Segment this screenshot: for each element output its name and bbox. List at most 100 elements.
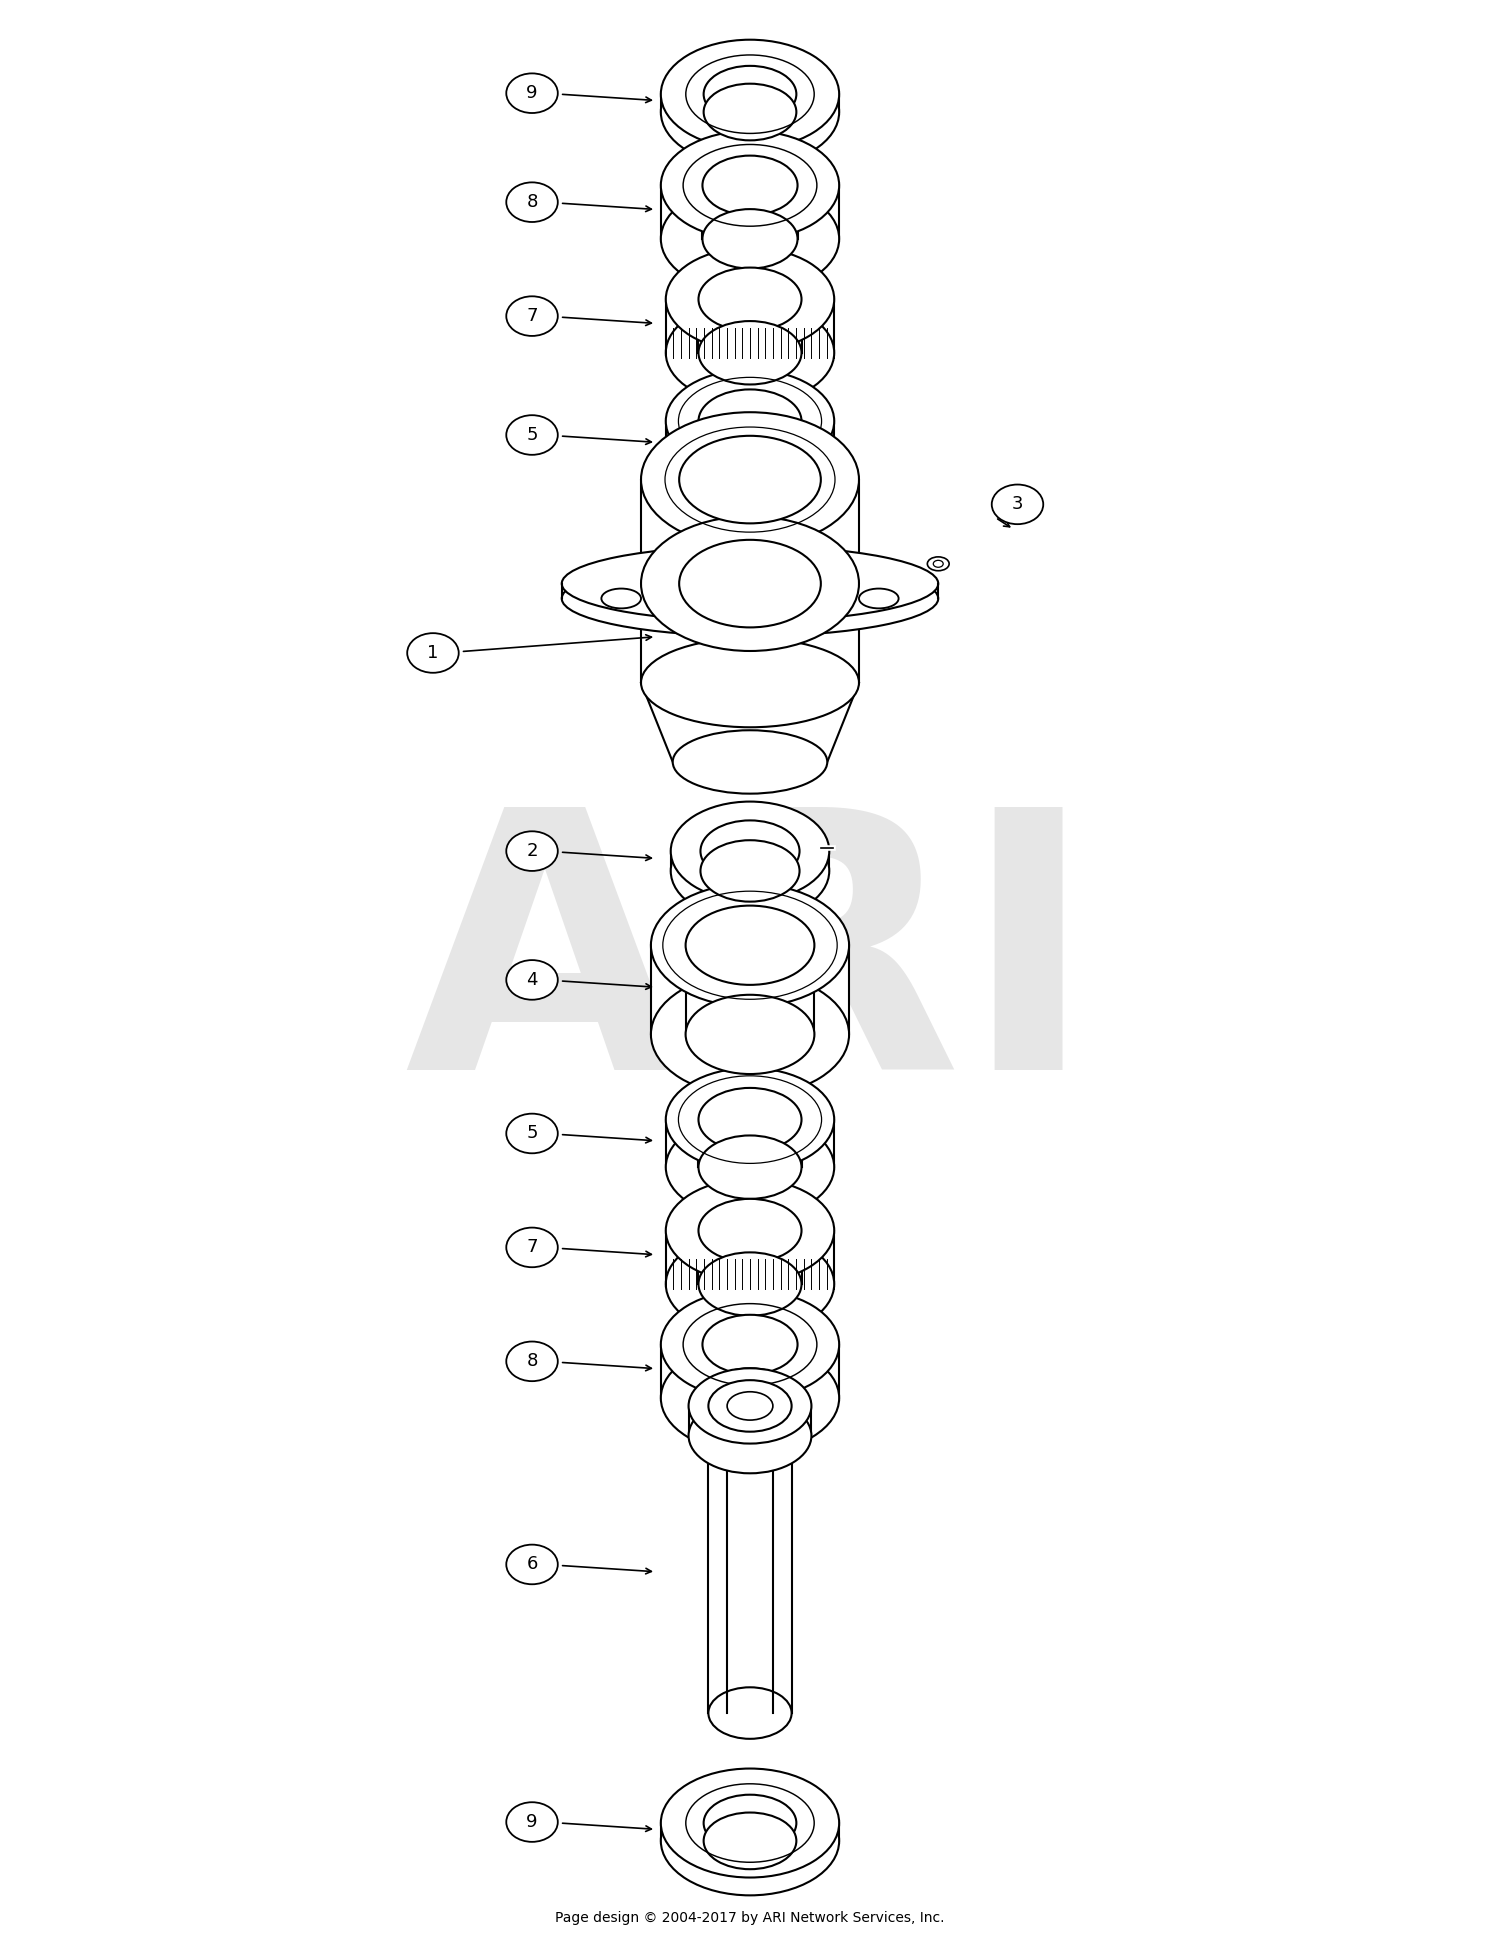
Ellipse shape bbox=[666, 1116, 834, 1219]
Text: 8: 8 bbox=[526, 194, 537, 212]
Ellipse shape bbox=[662, 1786, 839, 1894]
Ellipse shape bbox=[666, 248, 834, 351]
Polygon shape bbox=[708, 1436, 792, 1714]
Ellipse shape bbox=[666, 417, 834, 520]
Polygon shape bbox=[662, 1345, 839, 1398]
Ellipse shape bbox=[507, 961, 558, 1000]
Ellipse shape bbox=[699, 1252, 801, 1316]
Polygon shape bbox=[728, 1405, 772, 1714]
Text: 4: 4 bbox=[526, 970, 538, 988]
Ellipse shape bbox=[662, 39, 839, 149]
Ellipse shape bbox=[507, 1545, 558, 1584]
Ellipse shape bbox=[666, 301, 834, 404]
Polygon shape bbox=[666, 1120, 834, 1167]
Polygon shape bbox=[666, 299, 834, 353]
Text: 9: 9 bbox=[526, 1813, 538, 1830]
Ellipse shape bbox=[704, 1795, 797, 1852]
Ellipse shape bbox=[700, 821, 800, 881]
Ellipse shape bbox=[507, 831, 558, 872]
Ellipse shape bbox=[992, 485, 1044, 524]
Polygon shape bbox=[651, 945, 849, 1035]
Ellipse shape bbox=[700, 840, 800, 903]
Polygon shape bbox=[704, 95, 797, 113]
Ellipse shape bbox=[662, 130, 839, 241]
Ellipse shape bbox=[666, 1068, 834, 1170]
Ellipse shape bbox=[680, 540, 820, 627]
Ellipse shape bbox=[640, 516, 860, 650]
Polygon shape bbox=[702, 184, 798, 239]
Ellipse shape bbox=[562, 545, 938, 621]
Ellipse shape bbox=[670, 802, 830, 901]
Polygon shape bbox=[662, 184, 839, 239]
Ellipse shape bbox=[699, 268, 801, 332]
Ellipse shape bbox=[704, 1813, 797, 1869]
Text: 3: 3 bbox=[1011, 495, 1023, 512]
Ellipse shape bbox=[640, 411, 860, 547]
Ellipse shape bbox=[702, 1368, 798, 1429]
Ellipse shape bbox=[670, 821, 830, 920]
Ellipse shape bbox=[507, 182, 558, 221]
Ellipse shape bbox=[507, 1341, 558, 1382]
Ellipse shape bbox=[507, 74, 558, 113]
Ellipse shape bbox=[859, 588, 898, 608]
Ellipse shape bbox=[704, 83, 797, 140]
Ellipse shape bbox=[507, 1803, 558, 1842]
Ellipse shape bbox=[699, 1200, 801, 1262]
Text: 5: 5 bbox=[526, 1124, 538, 1143]
Polygon shape bbox=[670, 850, 830, 872]
Ellipse shape bbox=[666, 369, 834, 474]
Polygon shape bbox=[699, 1120, 801, 1167]
Ellipse shape bbox=[686, 906, 814, 984]
Text: 5: 5 bbox=[526, 425, 538, 444]
Polygon shape bbox=[640, 683, 860, 763]
Ellipse shape bbox=[662, 184, 839, 293]
Polygon shape bbox=[702, 1345, 798, 1398]
Ellipse shape bbox=[640, 639, 860, 728]
Ellipse shape bbox=[666, 1233, 834, 1335]
Ellipse shape bbox=[699, 437, 801, 501]
Polygon shape bbox=[688, 1405, 812, 1436]
Ellipse shape bbox=[686, 996, 814, 1073]
Text: 7: 7 bbox=[526, 1238, 538, 1256]
Polygon shape bbox=[666, 1231, 834, 1285]
Text: 7: 7 bbox=[526, 307, 538, 324]
Ellipse shape bbox=[666, 1178, 834, 1283]
Polygon shape bbox=[662, 1823, 839, 1840]
Ellipse shape bbox=[688, 1368, 812, 1444]
Ellipse shape bbox=[688, 1398, 812, 1473]
Text: Page design © 2004-2017 by ARI Network Services, Inc.: Page design © 2004-2017 by ARI Network S… bbox=[555, 1912, 945, 1925]
Ellipse shape bbox=[699, 390, 801, 452]
Ellipse shape bbox=[702, 1314, 798, 1374]
Ellipse shape bbox=[728, 1392, 772, 1421]
Ellipse shape bbox=[507, 415, 558, 454]
Ellipse shape bbox=[699, 320, 801, 384]
Ellipse shape bbox=[927, 557, 950, 571]
Ellipse shape bbox=[507, 1114, 558, 1153]
Ellipse shape bbox=[699, 1135, 801, 1200]
Ellipse shape bbox=[708, 1380, 792, 1432]
Ellipse shape bbox=[602, 588, 640, 608]
Ellipse shape bbox=[699, 1087, 801, 1151]
Ellipse shape bbox=[702, 210, 798, 268]
Polygon shape bbox=[662, 95, 839, 113]
Text: 2: 2 bbox=[526, 842, 538, 860]
Ellipse shape bbox=[704, 66, 797, 122]
Ellipse shape bbox=[507, 297, 558, 336]
Polygon shape bbox=[640, 479, 860, 584]
Polygon shape bbox=[666, 421, 834, 468]
Ellipse shape bbox=[651, 883, 849, 1007]
Ellipse shape bbox=[662, 1291, 839, 1399]
Ellipse shape bbox=[708, 1687, 792, 1739]
Polygon shape bbox=[704, 1823, 797, 1840]
Ellipse shape bbox=[507, 1227, 558, 1267]
Text: 6: 6 bbox=[526, 1555, 537, 1574]
Ellipse shape bbox=[406, 633, 459, 674]
Polygon shape bbox=[699, 299, 801, 353]
Polygon shape bbox=[686, 945, 814, 1035]
Ellipse shape bbox=[562, 561, 938, 637]
Ellipse shape bbox=[662, 58, 839, 167]
Text: ARI: ARI bbox=[404, 796, 1096, 1145]
Text: 8: 8 bbox=[526, 1353, 537, 1370]
Polygon shape bbox=[640, 584, 860, 683]
Ellipse shape bbox=[702, 155, 798, 215]
